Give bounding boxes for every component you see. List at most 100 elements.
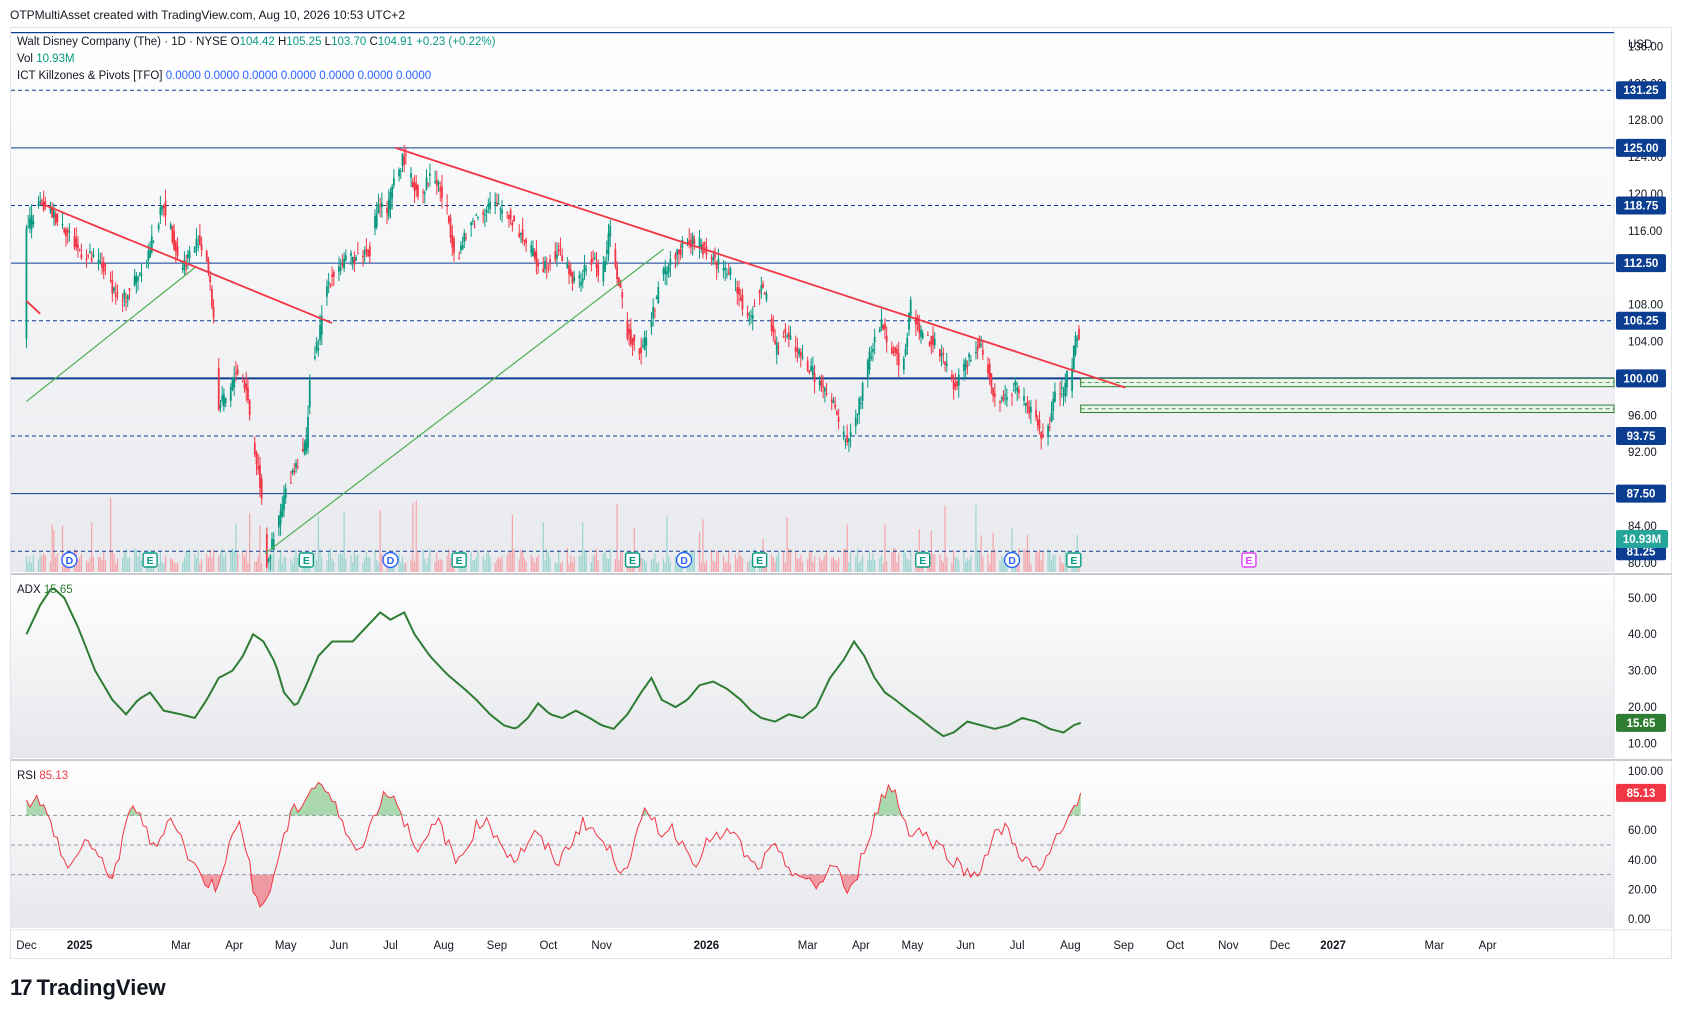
candle-body xyxy=(367,250,370,257)
rsi-overbought-fill xyxy=(328,792,333,816)
volume-bar xyxy=(898,553,900,572)
event-marker-label: E xyxy=(456,555,463,567)
candle-body xyxy=(765,293,768,300)
volume-bar xyxy=(578,556,580,572)
candle-body xyxy=(320,316,323,335)
time-tick-label: Dec xyxy=(16,940,37,952)
candle-body xyxy=(626,319,629,339)
volume-bar xyxy=(846,524,848,572)
rsi-overbought-fill xyxy=(129,805,133,816)
volume-bar xyxy=(968,559,970,572)
level-price-label: 87.50 xyxy=(1627,489,1656,501)
volume-bar xyxy=(448,548,450,572)
legend-part: H xyxy=(278,36,286,48)
volume-bar xyxy=(860,559,862,572)
candle-body xyxy=(1054,391,1056,402)
rsi-line xyxy=(26,781,1082,908)
candle-body xyxy=(152,241,155,243)
candle-body xyxy=(942,352,945,355)
candle-body xyxy=(1038,420,1041,429)
time-tick-label: Sep xyxy=(487,940,507,952)
time-tick-label: 2025 xyxy=(67,940,93,952)
candle-body xyxy=(459,245,462,250)
candle-body xyxy=(614,249,617,267)
rsi-overbought-fill xyxy=(888,784,892,816)
rsi-overbought-fill xyxy=(393,796,398,816)
candle-body xyxy=(176,246,179,256)
volume-bar xyxy=(556,563,558,572)
volume-bar xyxy=(702,519,704,572)
level-price-label: 125.00 xyxy=(1623,143,1658,155)
volume-bar xyxy=(712,560,714,572)
candle-body xyxy=(896,348,898,354)
candle-body xyxy=(990,373,993,388)
chart-frame xyxy=(10,27,1672,959)
time-tick-label: Aug xyxy=(1060,940,1080,952)
candle-body xyxy=(425,177,428,190)
price-tick-label: 104.00 xyxy=(1628,336,1663,348)
level-price-tag xyxy=(1616,138,1666,157)
candle-body xyxy=(834,404,837,408)
volume-bar xyxy=(175,563,177,572)
candle-body xyxy=(605,250,608,254)
volume-bar xyxy=(724,562,726,572)
candle-body xyxy=(260,478,263,499)
candle-body xyxy=(734,280,737,282)
candle-body xyxy=(858,398,861,415)
rsi-oversold-fill xyxy=(802,874,806,879)
volume-bar xyxy=(987,553,989,572)
candle-body xyxy=(125,301,127,303)
candle-body xyxy=(619,281,622,289)
candle-body xyxy=(559,245,562,247)
volume-bar xyxy=(837,557,840,572)
candle-body xyxy=(49,207,52,213)
level-price-label: 112.50 xyxy=(1624,258,1659,270)
volume-bar xyxy=(607,559,610,572)
volume-bar xyxy=(247,563,249,572)
volume-bar xyxy=(855,556,857,572)
candle-body xyxy=(441,186,443,199)
candle-body xyxy=(999,401,1001,403)
volume-bar xyxy=(994,549,996,572)
volume-bar xyxy=(475,557,477,572)
candle-body xyxy=(860,402,862,404)
volume-bar xyxy=(748,561,750,572)
candle-body xyxy=(102,262,105,272)
candle-body xyxy=(892,351,895,354)
trendline xyxy=(39,202,333,324)
volume-bar xyxy=(267,560,270,572)
candle-body xyxy=(1078,328,1080,340)
rsi-legend: RSI 85.13 xyxy=(17,770,68,782)
candle-body xyxy=(748,318,751,320)
event-marker-label: E xyxy=(1070,555,1077,567)
candle-body xyxy=(482,212,485,215)
volume-bar xyxy=(427,558,429,572)
rsi-oversold-fill xyxy=(809,874,813,883)
volume-bar xyxy=(1001,555,1003,572)
rsi-oversold-fill xyxy=(215,874,219,892)
candle-body xyxy=(775,342,778,355)
time-tick-label: Jul xyxy=(1010,940,1025,952)
volume-bar xyxy=(848,562,850,572)
volume-bar xyxy=(692,552,694,572)
volume-bar xyxy=(213,549,215,572)
price-tick-label: 96.00 xyxy=(1628,410,1657,422)
volume-bar xyxy=(717,551,720,572)
candle-body xyxy=(904,348,907,355)
volume-bar xyxy=(135,550,137,572)
price-tick-label: 136.00 xyxy=(1628,41,1663,53)
candle-body xyxy=(921,333,924,339)
event-marker-label: D xyxy=(680,555,688,567)
volume-bar xyxy=(978,551,980,572)
volume-bar xyxy=(31,562,33,572)
time-tick-label: Aug xyxy=(433,940,453,952)
candle-body xyxy=(1072,345,1075,369)
volume-legend-value: 10.93M xyxy=(36,53,74,65)
volume-bar xyxy=(992,532,994,572)
candle-body xyxy=(193,246,196,253)
candle-body xyxy=(842,431,845,438)
adx-tick-label: 50.00 xyxy=(1628,593,1657,605)
candle-body xyxy=(1011,394,1013,396)
volume-bar xyxy=(657,562,659,572)
